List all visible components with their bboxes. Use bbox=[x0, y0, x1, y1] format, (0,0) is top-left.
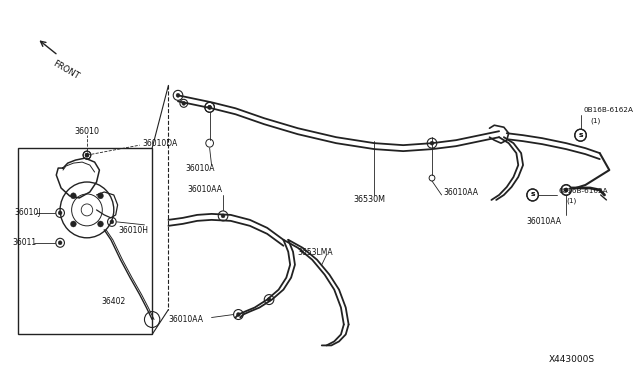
Text: 36010AA: 36010AA bbox=[526, 217, 561, 227]
Text: 36402: 36402 bbox=[101, 297, 125, 306]
Circle shape bbox=[564, 188, 568, 192]
Circle shape bbox=[430, 141, 434, 145]
Text: 36010A: 36010A bbox=[186, 164, 215, 173]
Bar bbox=[18, 148, 152, 334]
Circle shape bbox=[58, 211, 62, 215]
Text: S: S bbox=[531, 192, 535, 198]
Circle shape bbox=[182, 101, 186, 105]
Circle shape bbox=[70, 193, 76, 199]
Circle shape bbox=[98, 193, 104, 199]
Circle shape bbox=[98, 221, 104, 227]
Text: 3653LMA: 3653LMA bbox=[298, 248, 333, 257]
Circle shape bbox=[564, 188, 568, 192]
Circle shape bbox=[208, 105, 212, 109]
Text: 36010AA: 36010AA bbox=[188, 186, 223, 195]
Text: (1): (1) bbox=[590, 118, 600, 125]
Circle shape bbox=[70, 221, 76, 227]
Circle shape bbox=[58, 241, 62, 245]
Text: FRONT: FRONT bbox=[51, 58, 81, 81]
Text: 36530M: 36530M bbox=[353, 195, 385, 205]
Text: 0816B-6162A: 0816B-6162A bbox=[559, 188, 608, 194]
Text: (1): (1) bbox=[566, 198, 577, 204]
Circle shape bbox=[267, 298, 271, 302]
Circle shape bbox=[208, 105, 212, 109]
Text: S: S bbox=[579, 133, 583, 138]
Text: S: S bbox=[579, 133, 583, 138]
Circle shape bbox=[110, 220, 114, 224]
Circle shape bbox=[176, 93, 180, 97]
Circle shape bbox=[85, 153, 89, 157]
Text: 36010J: 36010J bbox=[14, 208, 40, 217]
Text: 0B16B-6162A: 0B16B-6162A bbox=[584, 107, 634, 113]
Text: X443000S: X443000S bbox=[549, 355, 595, 364]
Text: 36010DA: 36010DA bbox=[143, 139, 178, 148]
Text: 36010AA: 36010AA bbox=[444, 189, 479, 198]
Circle shape bbox=[85, 153, 89, 157]
Text: 36010H: 36010H bbox=[118, 226, 148, 235]
Text: 36010: 36010 bbox=[74, 127, 99, 136]
Circle shape bbox=[236, 312, 240, 317]
Text: S: S bbox=[531, 192, 535, 198]
Circle shape bbox=[221, 214, 225, 218]
Text: 36011: 36011 bbox=[12, 238, 36, 247]
Text: 36010AA: 36010AA bbox=[168, 315, 204, 324]
